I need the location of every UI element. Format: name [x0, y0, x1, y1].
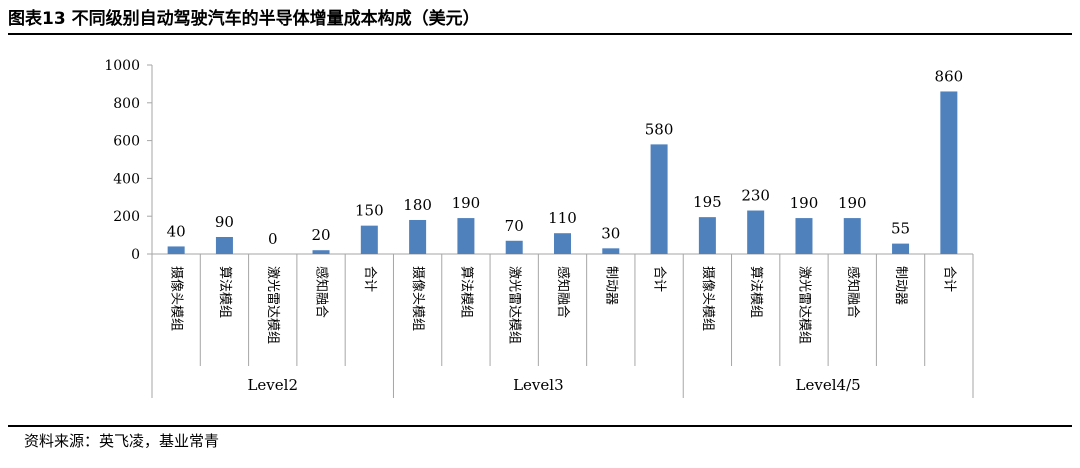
category-label: 感知融合 — [845, 266, 861, 318]
bar — [650, 144, 668, 254]
data-label: 20 — [311, 226, 330, 244]
data-label: 190 — [452, 194, 481, 212]
group-label: Level3 — [513, 376, 564, 394]
category-label: 算法模组 — [748, 266, 763, 318]
category-label: 摄像头模组 — [700, 266, 715, 331]
y-tick-label: 600 — [113, 134, 140, 150]
bar-chart: 0 200 400 600 800 1000 40 摄像头模组 90 算法模组 0 激光雷达模组 20 感… — [104, 58, 974, 398]
y-tick-label: 1000 — [104, 58, 140, 74]
group-label: Level4/5 — [796, 376, 861, 394]
data-label: 195 — [693, 193, 722, 211]
bar — [505, 240, 523, 254]
bar — [940, 91, 958, 255]
bar — [843, 218, 861, 254]
data-label: 150 — [355, 202, 384, 220]
source-rule — [8, 425, 1072, 427]
data-label: 580 — [645, 120, 674, 138]
category-label: 激光雷达模组 — [796, 266, 811, 344]
data-label: 190 — [838, 194, 867, 212]
bar — [698, 217, 716, 254]
category-label: 算法模组 — [217, 266, 232, 318]
y-tick-label: 400 — [113, 171, 140, 187]
source-text: 英飞凌，基业常青 — [99, 432, 220, 450]
category-label: 合计 — [941, 266, 956, 292]
category-label: 制动器 — [603, 266, 618, 305]
source-note: 资料来源：英飞凌，基业常青 — [24, 430, 219, 451]
bar — [892, 243, 910, 254]
bar — [554, 233, 571, 254]
bar — [795, 218, 813, 254]
category-label: 激光雷达模组 — [507, 266, 522, 344]
data-label: 230 — [741, 187, 770, 205]
category-label: 制动器 — [893, 266, 908, 305]
bar — [602, 248, 620, 254]
data-label: 110 — [548, 209, 577, 227]
title-rule — [8, 33, 1072, 35]
data-label: 30 — [601, 224, 620, 242]
data-label: 55 — [891, 220, 910, 238]
category-label: 算法模组 — [458, 266, 473, 318]
category-label: 摄像头模组 — [169, 266, 184, 331]
data-label: 180 — [403, 196, 432, 214]
y-tick-label: 0 — [131, 247, 140, 263]
figure-title: 图表13 不同级别自动驾驶汽车的半导体增量成本构成（美元） — [8, 9, 480, 29]
source-label: 资料来源： — [24, 432, 100, 450]
category-label: 合计 — [362, 266, 377, 292]
group-label: Level2 — [247, 376, 298, 394]
data-label: 860 — [935, 67, 964, 85]
y-tick-label: 200 — [113, 209, 140, 225]
data-label: 90 — [215, 213, 234, 231]
bar — [409, 219, 427, 254]
bar — [457, 218, 475, 254]
data-label: 40 — [167, 222, 186, 240]
category-label: 激光雷达模组 — [265, 266, 280, 344]
category-label: 感知融合 — [555, 266, 571, 318]
bar — [360, 225, 378, 254]
bar — [215, 236, 233, 254]
data-label: 190 — [790, 194, 819, 212]
bar — [747, 210, 765, 254]
data-label: 70 — [505, 217, 524, 235]
category-label: 感知融合 — [314, 266, 330, 318]
y-tick-label: 800 — [113, 96, 140, 112]
bar — [167, 246, 185, 254]
bar — [312, 250, 330, 254]
category-label: 合计 — [652, 266, 667, 292]
category-label: 摄像头模组 — [410, 266, 425, 331]
data-label: 0 — [268, 230, 278, 248]
